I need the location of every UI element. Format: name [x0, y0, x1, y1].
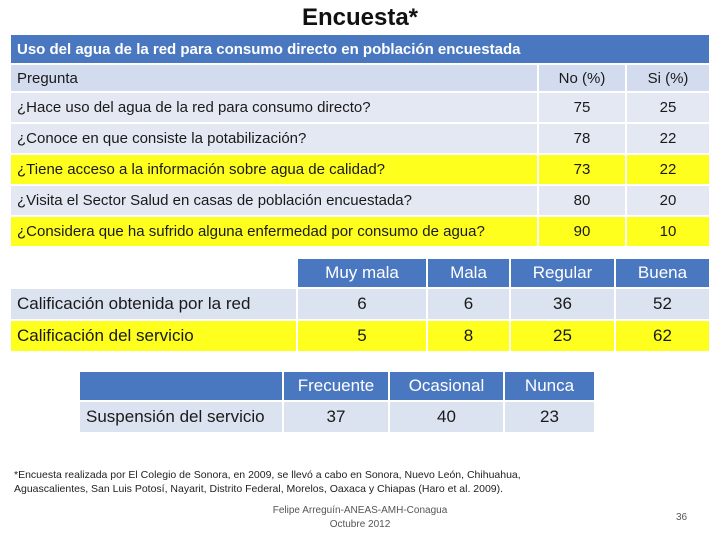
empty-header-cell: [11, 259, 298, 289]
no-cell: 73: [538, 154, 627, 186]
si-cell: 20: [626, 185, 711, 217]
question-cell: ¿Visita el Sector Salud en casas de pobl…: [11, 185, 539, 217]
table-row: ¿Visita el Sector Salud en casas de pobl…: [11, 185, 711, 217]
water-use-table: Uso del agua de la red para consumo dire…: [11, 35, 711, 248]
value-cell: 5: [297, 320, 428, 353]
column-header-row: Muy mala Mala Regular Buena: [11, 259, 711, 289]
no-cell: 78: [538, 123, 627, 155]
table-row: ¿Conoce en que consiste la potabilizació…: [11, 123, 711, 155]
question-cell: ¿Hace uso del agua de la red para consum…: [11, 92, 539, 124]
table-row: Calificación del servicio 5 8 25 62: [11, 320, 711, 353]
column-header-ocasional: Ocasional: [389, 372, 505, 402]
value-cell: 6: [297, 288, 428, 321]
no-cell: 75: [538, 92, 627, 124]
empty-header-cell: [80, 372, 284, 402]
si-cell: 10: [626, 216, 711, 248]
value-cell: 25: [510, 320, 616, 353]
value-cell: 40: [389, 401, 505, 434]
slide-title: Encuesta*: [301, 4, 419, 31]
rating-table: Muy mala Mala Regular Buena Calificación…: [11, 259, 711, 353]
credit-line: Octubre 2012: [329, 519, 391, 530]
table-header: Uso del agua de la red para consumo dire…: [11, 35, 711, 65]
value-cell: 37: [283, 401, 390, 434]
credit: Felipe Arreguín-ANEAS-AMH-Conagua Octubr…: [0, 504, 720, 532]
si-cell: 22: [626, 123, 711, 155]
value-cell: 6: [427, 288, 511, 321]
service-suspension-table: Frecuente Ocasional Nunca Suspensión del…: [80, 372, 596, 434]
no-cell: 90: [538, 216, 627, 248]
table-row: ¿Considera que ha sufrido alguna enferme…: [11, 216, 711, 248]
question-cell: ¿Considera que ha sufrido alguna enferme…: [11, 216, 539, 248]
no-cell: 80: [538, 185, 627, 217]
table-header-row: Uso del agua de la red para consumo dire…: [11, 35, 711, 65]
footnote-line: *Encuesta realizada por El Colegio de So…: [14, 469, 521, 481]
footnote: *Encuesta realizada por El Colegio de So…: [14, 468, 714, 496]
page-number: 36: [676, 512, 688, 523]
row-label: Suspensión del servicio: [80, 401, 284, 434]
question-cell: ¿Conoce en que consiste la potabilizació…: [11, 123, 539, 155]
column-header-mala: Mala: [427, 259, 511, 289]
row-label: Calificación obtenida por la red: [11, 288, 298, 321]
column-header-row: Pregunta No (%) Si (%): [11, 64, 711, 93]
question-cell: ¿Tiene acceso a la información sobre agu…: [11, 154, 539, 186]
footnote-line: Aguascalientes, San Luis Potosí, Nayarit…: [14, 483, 504, 495]
table-row: ¿Tiene acceso a la información sobre agu…: [11, 154, 711, 186]
column-header-row: Frecuente Ocasional Nunca: [80, 372, 596, 402]
column-header-no: No (%): [538, 64, 627, 93]
column-header-buena: Buena: [615, 259, 711, 289]
si-cell: 25: [626, 92, 711, 124]
row-label: Calificación del servicio: [11, 320, 298, 353]
column-header-pregunta: Pregunta: [11, 64, 539, 93]
value-cell: 52: [615, 288, 711, 321]
column-header-nunca: Nunca: [504, 372, 596, 402]
value-cell: 8: [427, 320, 511, 353]
table-row: ¿Hace uso del agua de la red para consum…: [11, 92, 711, 124]
value-cell: 36: [510, 288, 616, 321]
column-header-regular: Regular: [510, 259, 616, 289]
value-cell: 62: [615, 320, 711, 353]
table-row: Calificación obtenida por la red 6 6 36 …: [11, 288, 711, 321]
column-header-muy-mala: Muy mala: [297, 259, 428, 289]
si-cell: 22: [626, 154, 711, 186]
table-row: Suspensión del servicio 37 40 23: [80, 401, 596, 434]
value-cell: 23: [504, 401, 596, 434]
column-header-frecuente: Frecuente: [283, 372, 390, 402]
column-header-si: Si (%): [626, 64, 711, 93]
credit-line: Felipe Arreguín-ANEAS-AMH-Conagua: [272, 505, 448, 516]
